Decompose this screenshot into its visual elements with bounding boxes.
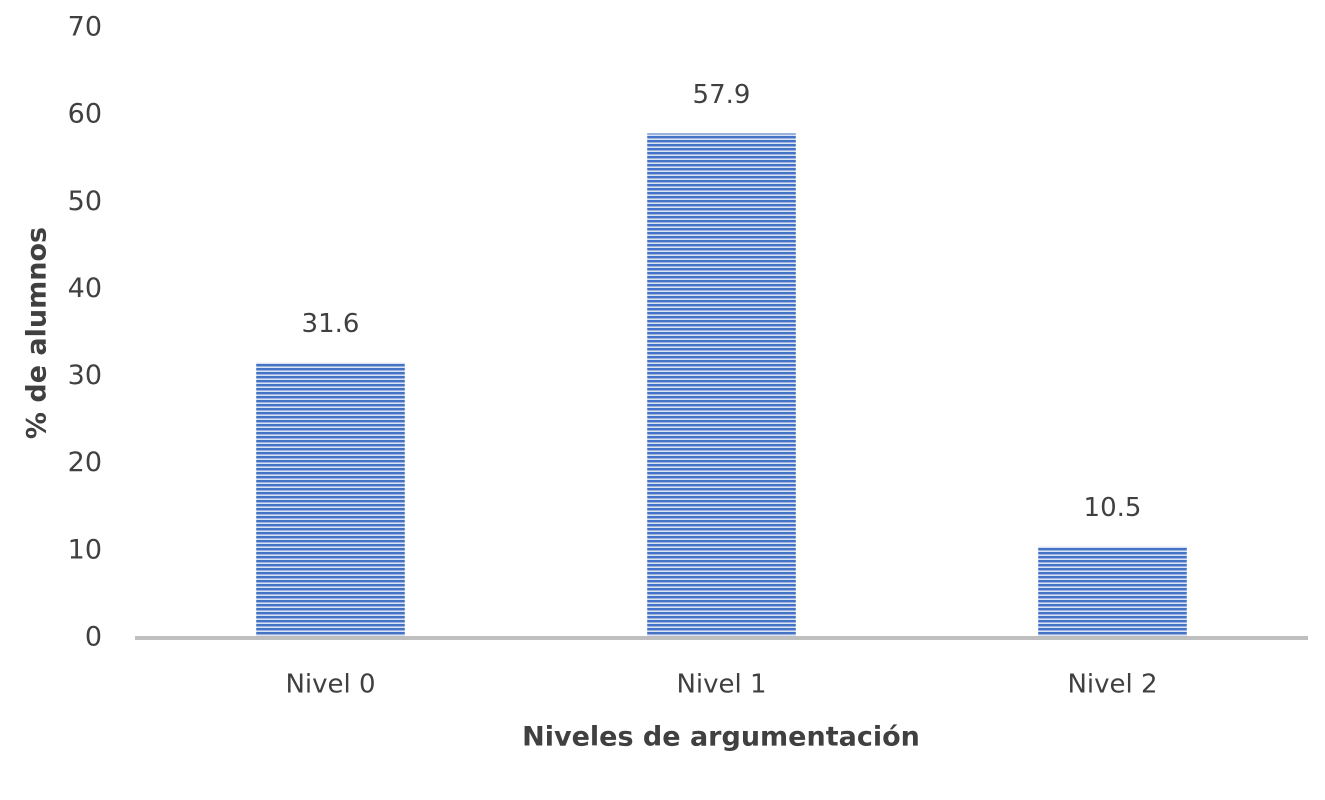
y-tick-label: 30 — [68, 360, 102, 391]
y-tick-label: 60 — [68, 99, 102, 130]
y-tick-label: 70 — [68, 12, 102, 43]
y-tick-label: 40 — [68, 273, 102, 304]
data-label: 57.9 — [693, 80, 751, 110]
data-label: 31.6 — [302, 309, 360, 339]
y-tick-label: 20 — [68, 447, 102, 478]
data-label: 10.5 — [1084, 493, 1142, 523]
x-tick-label: Nivel 2 — [1067, 670, 1157, 700]
y-tick-label: 50 — [68, 186, 102, 217]
bar — [256, 362, 405, 638]
x-tick-label: Nivel 1 — [676, 670, 766, 700]
bar — [647, 133, 796, 638]
y-axis-title: % de alumnos — [22, 227, 53, 439]
x-axis-title: Niveles de argumentación — [522, 722, 920, 753]
x-tick-label: Nivel 0 — [285, 670, 375, 700]
y-tick-label: 10 — [68, 534, 102, 565]
bar — [1038, 546, 1187, 638]
y-tick-label: 0 — [85, 622, 102, 653]
